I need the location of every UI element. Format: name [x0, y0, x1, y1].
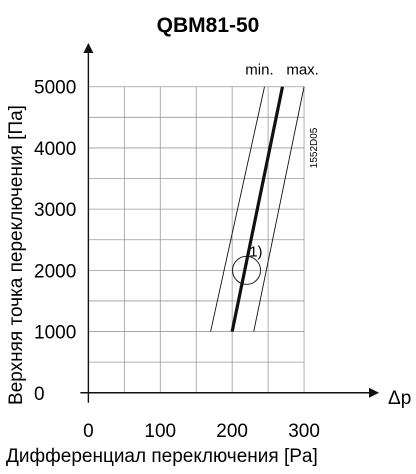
y-axis-label: Верхняя точка переключения [Па] [6, 105, 27, 405]
x-axis-label: Дифференциал переключения [Pa] [6, 446, 318, 467]
x-tick-label: 300 [288, 421, 320, 442]
chart-title: QBM81-50 [157, 14, 260, 37]
series-line-min [210, 86, 265, 332]
y-tick-label: 3000 [34, 200, 76, 221]
curve-label: max. [286, 61, 319, 78]
y-tick-label: 4000 [34, 139, 76, 160]
axes [80, 43, 379, 403]
x-tick-label: 100 [144, 421, 176, 442]
curve-label: min. [245, 61, 273, 78]
x-tick-label: 0 [83, 421, 94, 442]
note-marker-label: 1) [249, 243, 262, 260]
y-tick-label: 1000 [34, 323, 76, 344]
diagram-code-label: 1552D05 [309, 127, 320, 168]
x-tick-label: 200 [216, 421, 248, 442]
tick-labels: 0 1000 2000 3000 4000 5000 0 100 200 300 [34, 78, 320, 442]
x-axis-symbol: Δp [388, 388, 411, 409]
series-line-main [230, 86, 285, 332]
y-tick-label: 5000 [34, 78, 76, 99]
series-line-max [253, 86, 305, 332]
y-tick-label: 0 [34, 384, 45, 405]
note-circle [232, 255, 261, 285]
series-group [210, 86, 305, 332]
y-tick-label: 2000 [34, 261, 76, 282]
annotations: min. max. 1) 1552D05 [232, 61, 320, 285]
